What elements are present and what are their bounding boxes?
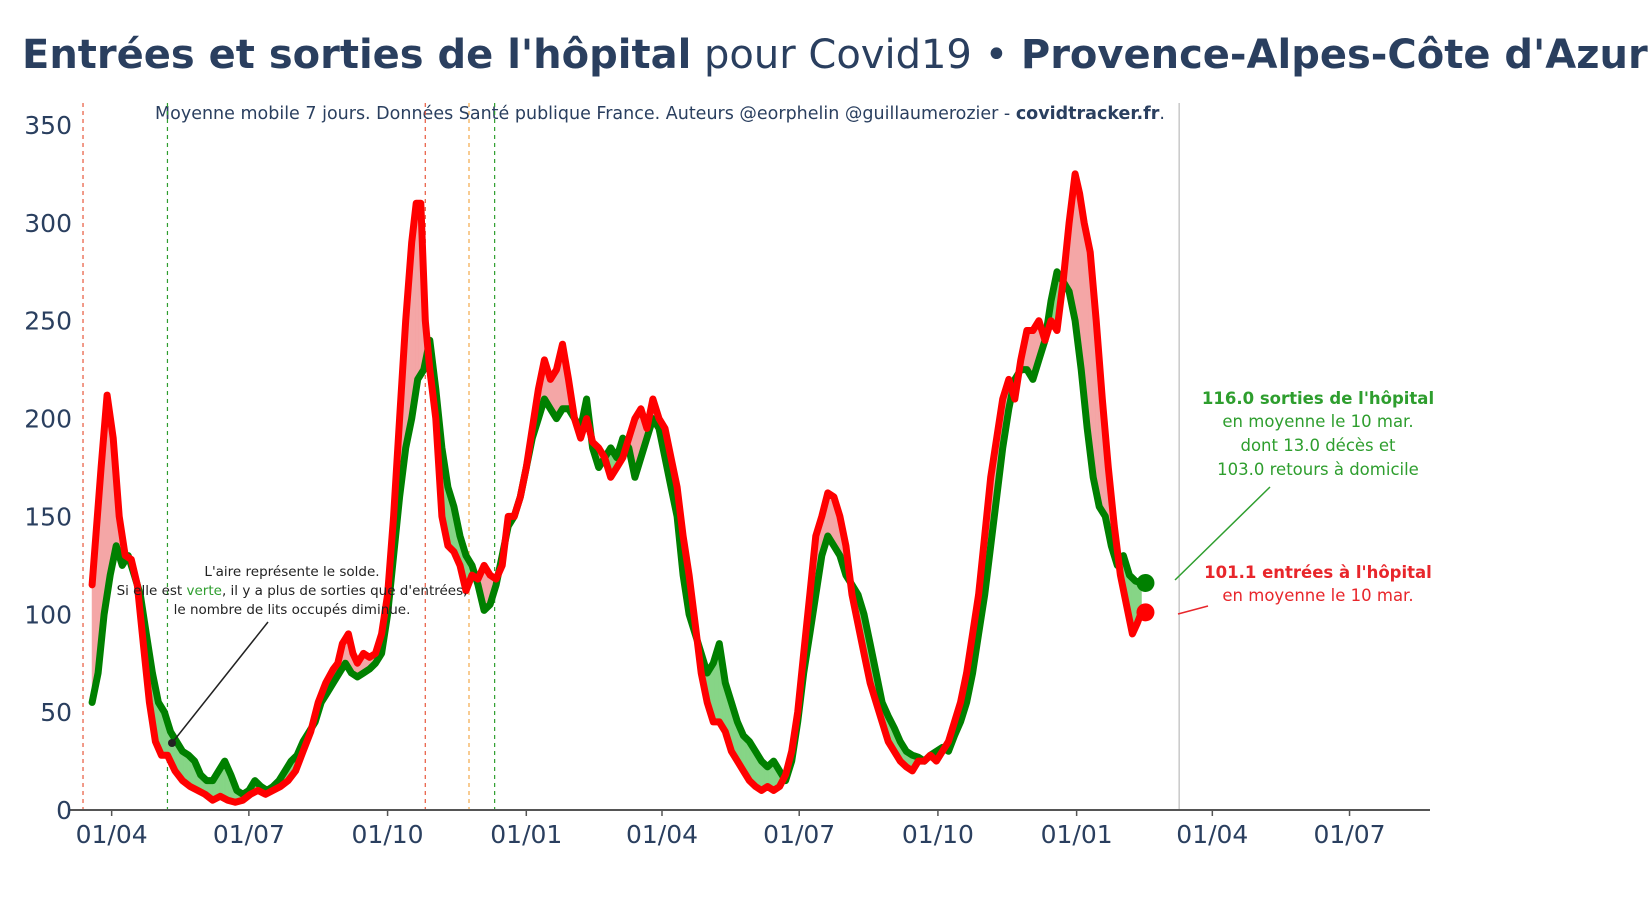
sorties-annotation-line1: 116.0 sorties de l'hôpital (1202, 389, 1434, 408)
x-tick-label: 01/07 (213, 820, 285, 849)
area-annotation-arrow (171, 621, 269, 744)
subtitle-text: Moyenne mobile 7 jours. Données Santé pu… (155, 104, 1016, 124)
entrees-annotation-line1: 101.1 entrées à l'hôpital (1204, 563, 1432, 582)
y-tick-label: 350 (24, 111, 72, 140)
x-tick-label: 01/04 (1176, 820, 1248, 849)
x-tick-labels: 01/04 01/07 01/10 01/01 01/04 01/07 01/10 01/01… (76, 810, 1386, 849)
x-tick-label: 01/07 (1314, 820, 1386, 849)
y-tick-label: 300 (24, 209, 72, 238)
sorties-annotation: 116.0 sorties de l'hôpital en moyenne le… (1174, 389, 1434, 581)
chart-subtitle: Moyenne mobile 7 jours. Données Santé pu… (0, 104, 1320, 124)
entrees-annotation-arrow (1177, 605, 1209, 615)
entrees-annotation-line2: en moyenne le 10 mar. (1222, 586, 1413, 605)
y-tick-labels: 0 50 100 150 200 250 300 350 (24, 111, 72, 825)
x-tick-label: 01/04 (626, 820, 698, 849)
title-part-1: Entrées et sorties de l'hôpital (22, 32, 692, 78)
x-tick-label: 01/01 (490, 820, 562, 849)
sorties-annotation-line4: 103.0 retours à domicile (1217, 460, 1419, 479)
sorties-end-marker (1136, 573, 1155, 592)
subtitle-link[interactable]: covidtracker.fr (1015, 104, 1160, 124)
x-tick-label: 01/07 (763, 820, 835, 849)
y-tick-label: 50 (40, 698, 72, 727)
y-tick-label: 250 (24, 307, 72, 336)
area-annotation-line1: L'aire représente le solde. (204, 564, 379, 580)
balance-areas (91, 173, 1142, 803)
entrees-line (88, 170, 1145, 806)
title-part-3: Provence-Alpes-Côte d'Azur (1020, 32, 1648, 78)
subtitle-end: . (1159, 104, 1165, 124)
series-lines (88, 170, 1145, 806)
y-tick-label: 100 (24, 600, 72, 629)
y-tick-label: 150 (24, 502, 72, 531)
area-annotation: L'aire représente le solde. Si elle est … (117, 564, 468, 747)
end-markers (1136, 573, 1155, 622)
chart-title: Entrées et sorties de l'hôpital pour Cov… (22, 32, 1650, 78)
x-tick-label: 01/01 (1041, 820, 1113, 849)
entrees-end-marker (1136, 603, 1155, 622)
entrees-annotation: 101.1 entrées à l'hôpital en moyenne le … (1177, 563, 1432, 615)
sorties-annotation-line3: dont 13.0 décès et (1240, 436, 1396, 455)
sorties-annotation-line2: en moyenne le 10 mar. (1222, 412, 1413, 431)
area-annotation-arrow-head (168, 739, 176, 747)
x-tick-label: 01/04 (76, 820, 148, 849)
title-part-2: pour Covid19 • (691, 32, 1021, 78)
event-lines (82, 103, 1180, 810)
area-annotation-line3: le nombre de lits occupés diminue. (174, 602, 411, 618)
sorties-annotation-arrow (1174, 486, 1271, 581)
y-tick-label: 0 (56, 796, 72, 825)
y-tick-label: 200 (24, 405, 72, 434)
x-tick-label: 01/10 (902, 820, 974, 849)
x-tick-label: 01/10 (352, 820, 424, 849)
area-annotation-line2: Si elle est verte, il y a plus de sortie… (117, 583, 468, 599)
